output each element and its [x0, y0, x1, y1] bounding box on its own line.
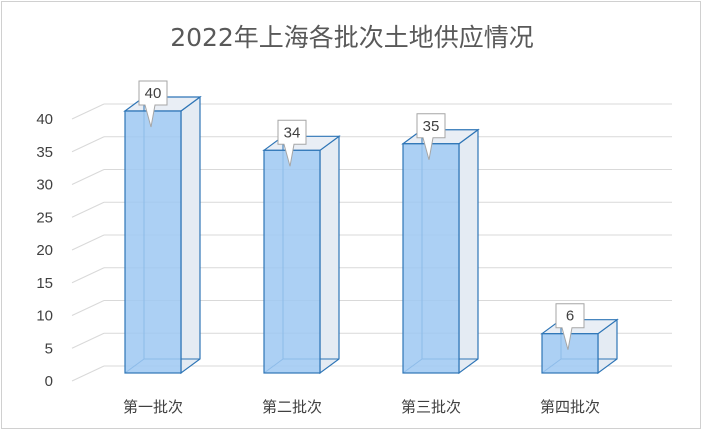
x-tick-label: 第三批次 [401, 398, 461, 416]
x-tick-label: 第二批次 [262, 398, 322, 416]
data-label-box [277, 119, 307, 167]
gridline-wall-7 [71, 136, 105, 153]
gridline-wall-6 [71, 169, 105, 185]
bar-1 [124, 110, 182, 374]
data-label: 6 [566, 308, 574, 325]
gridline-wall-0 [71, 365, 105, 382]
y-tick-label: 15 [36, 275, 53, 292]
y-tick-label: 10 [36, 308, 53, 325]
chart-title: 2022年上海各批次土地供应情况 [170, 23, 534, 52]
x-tick-label: 第四批次 [540, 398, 600, 416]
data-label: 40 [145, 85, 162, 102]
data-label-box [416, 113, 446, 160]
gridline-wall-4 [71, 234, 105, 251]
data-label-box [138, 80, 168, 128]
y-tick-label: 35 [36, 144, 53, 161]
data-label-box [555, 303, 585, 350]
y-tick-label: 25 [36, 209, 53, 226]
gridline-wall-2 [71, 300, 105, 316]
y-tick-label: 0 [45, 373, 53, 390]
y-tick-label: 40 [36, 111, 53, 128]
x-tick-label: 第一批次 [123, 398, 183, 416]
bar-3 [402, 143, 460, 374]
bar-2 [263, 149, 321, 374]
bar-side-1 [180, 95, 201, 375]
y-tick-label: 30 [36, 177, 53, 194]
gridline-wall-8 [71, 103, 105, 120]
data-label: 34 [284, 124, 301, 141]
data-label: 35 [423, 118, 440, 135]
bar-side-2 [319, 135, 340, 375]
y-tick-label: 20 [36, 242, 53, 259]
gridline-wall-3 [71, 267, 105, 284]
gridline-wall-1 [71, 332, 105, 349]
gridline-wall-5 [71, 201, 105, 218]
bar-side-3 [458, 128, 479, 375]
y-tick-label: 5 [45, 340, 53, 357]
